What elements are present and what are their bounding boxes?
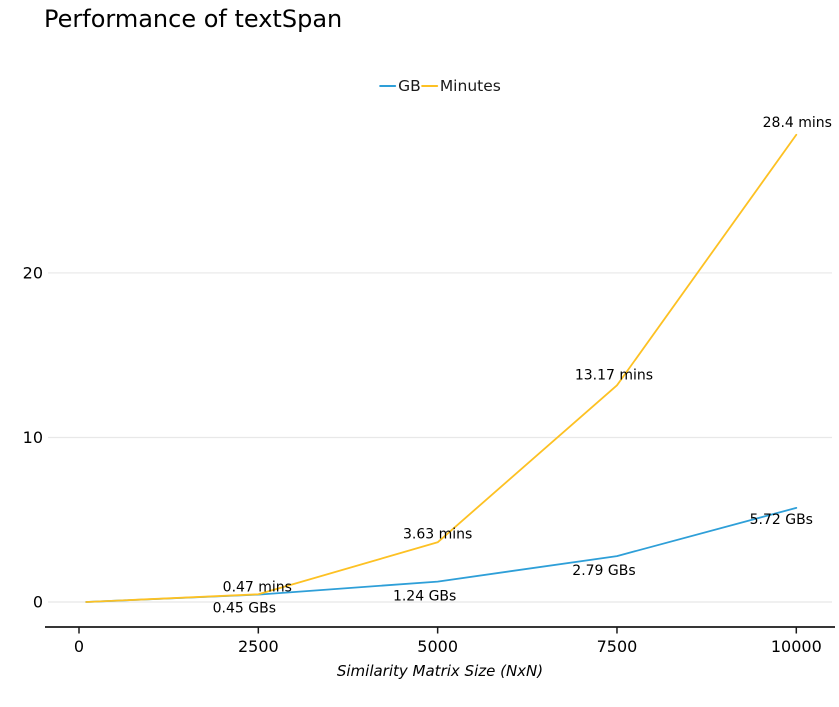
data-point-labels: 0.45 GBs 1.24 GBs 2.79 GBs 5.72 GBs 0.47 min…: [213, 115, 832, 617]
legend-swatch-icon: [379, 84, 397, 88]
y-tick-label: 20: [23, 263, 43, 282]
data-label-gb-3: 2.79 GBs: [572, 563, 635, 579]
legend-swatch-icon: [420, 84, 438, 88]
gridlines: [48, 272, 832, 603]
data-label-minutes-4: 28.4 mins: [763, 115, 832, 131]
y-tick-label: 0: [33, 593, 43, 612]
chart-title: Performance of textSpan: [44, 5, 343, 33]
data-label-minutes-1: 0.47 mins: [223, 579, 292, 595]
series-line-minutes: [85, 133, 798, 603]
legend-label: GB: [398, 77, 421, 95]
legend: GB Minutes: [379, 77, 501, 95]
data-label-gb-2: 1.24 GBs: [393, 589, 456, 605]
x-tick-label: 2500: [238, 637, 279, 656]
legend-label: Minutes: [439, 77, 501, 95]
legend-item-minutes: Minutes: [420, 77, 501, 95]
x-axis-ticks: [78, 627, 798, 634]
data-label-minutes-2: 3.63 mins: [403, 526, 472, 542]
legend-item-gb: GB: [379, 77, 421, 95]
x-tick-label: 0: [74, 637, 84, 656]
y-axis-tick-labels: 0 10 20: [23, 263, 43, 611]
x-tick-label: 10000: [771, 637, 822, 656]
x-axis-title: Similarity Matrix Size (NxN): [337, 662, 543, 680]
series-lines: [85, 133, 798, 603]
x-tick-label: 7500: [597, 637, 638, 656]
data-label-gb-1: 0.45 GBs: [213, 601, 276, 617]
y-tick-label: 10: [23, 428, 43, 447]
x-axis-tick-labels: 0 2500 5000 7500 10000: [74, 637, 822, 656]
x-tick-label: 5000: [417, 637, 458, 656]
data-label-gb-4: 5.72 GBs: [750, 512, 813, 528]
data-label-minutes-3: 13.17 mins: [575, 367, 653, 383]
